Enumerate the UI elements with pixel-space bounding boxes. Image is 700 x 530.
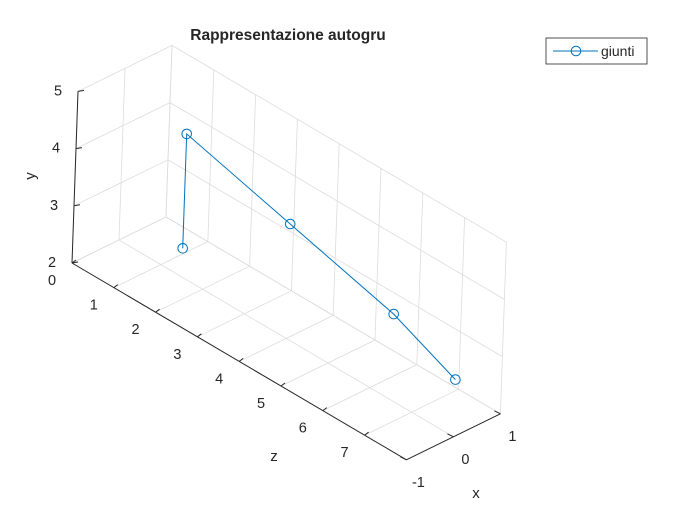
x-tick-label: 0 — [461, 452, 469, 468]
axes — [71, 91, 501, 461]
x-tick-mark — [447, 433, 454, 438]
series-layer — [177, 128, 461, 385]
grid-line — [171, 45, 507, 243]
grid-line — [165, 45, 173, 218]
legend-label-giunti: giunti — [601, 43, 634, 59]
grid — [71, 45, 507, 461]
grid-line — [332, 143, 340, 316]
legend[interactable]: giunti — [545, 37, 648, 65]
z-tick-mark — [280, 382, 286, 387]
grid-line — [118, 68, 126, 241]
y-tick-label: 3 — [50, 198, 58, 214]
y-axis-label: y — [22, 172, 39, 180]
series-marker — [284, 218, 296, 230]
series-marker — [388, 308, 400, 320]
z-tick-label: 1 — [90, 298, 98, 314]
y-tick-mark — [73, 204, 81, 207]
grid-line — [118, 239, 454, 438]
y-tick-label: 2 — [48, 255, 56, 271]
x-tick-label: 1 — [508, 429, 516, 445]
grid-line — [167, 159, 503, 357]
series-marker — [177, 243, 188, 254]
z-tick-mark — [71, 259, 77, 264]
z-tick-mark — [113, 284, 119, 289]
z-tick-label: 7 — [341, 445, 349, 461]
grid-line — [207, 69, 215, 242]
legend-marker-icon — [570, 45, 582, 57]
x-tick-label: -1 — [412, 475, 425, 491]
grid-line — [73, 159, 169, 207]
grid-line — [75, 102, 171, 149]
z-tick-label: 4 — [215, 371, 223, 387]
z-tick-label: 6 — [299, 421, 307, 437]
x-tick-mark — [494, 410, 501, 415]
series-marker — [450, 374, 461, 385]
grid-line — [77, 45, 173, 92]
grid-line — [165, 216, 501, 415]
z-tick-label: 5 — [257, 396, 265, 412]
z-tick-mark — [238, 357, 244, 362]
y-tick-mark — [75, 147, 83, 150]
y-tick-label: 4 — [52, 141, 60, 157]
x-tick-mark — [400, 456, 407, 461]
z-tick-label: 2 — [132, 322, 140, 338]
tick-labels: 2 3 4 5 0 1 2 3 4 5 6 7 -1 0 1 — [48, 83, 516, 490]
grid-line — [500, 242, 507, 414]
z-tick-mark — [197, 333, 202, 338]
z-tick-mark — [322, 407, 328, 412]
grid-line — [416, 192, 424, 365]
y-tick-mark — [77, 89, 85, 92]
z-tick-mark — [155, 308, 160, 313]
grid-line — [249, 94, 256, 267]
grid-line — [458, 217, 465, 390]
z-tick-label: 3 — [173, 347, 181, 363]
grid-line — [291, 119, 298, 291]
series-marker — [181, 128, 192, 140]
y-axis-line — [71, 91, 79, 264]
chart-title: Rappresentazione autogru — [190, 27, 386, 44]
grid-line — [169, 102, 505, 300]
y-tick-label: 5 — [54, 83, 62, 99]
z-tick-label: 0 — [48, 273, 56, 289]
grid-line — [374, 168, 382, 341]
z-axis-label: z — [270, 448, 278, 465]
series-line-giunti — [182, 132, 456, 380]
z-tick-mark — [364, 431, 369, 436]
x-axis-label: x — [472, 485, 480, 502]
